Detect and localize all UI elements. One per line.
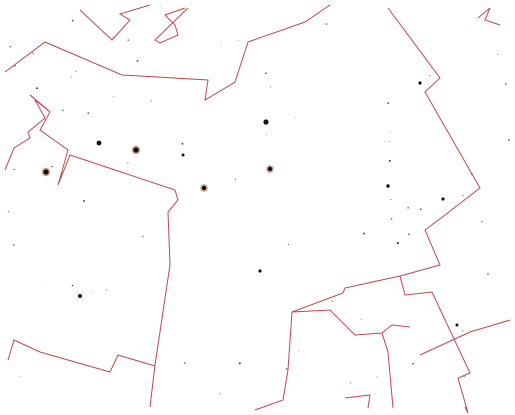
- faint-star: [295, 117, 297, 119]
- faint-star: [388, 159, 391, 162]
- faint-star: [360, 319, 362, 321]
- faint-star: [51, 165, 53, 168]
- faint-star: [429, 74, 431, 77]
- faint-star: [90, 291, 92, 293]
- boundary-line-top-left: [154, 7, 189, 44]
- faint-star: [462, 330, 464, 332]
- bright-star: [441, 197, 445, 201]
- faint-star: [13, 168, 15, 171]
- faint-star: [363, 232, 366, 235]
- boundary-line-left-stair: [4, 94, 49, 171]
- boundary-line-right-arc: [419, 319, 511, 356]
- faint-star: [127, 39, 130, 41]
- faint-star: [112, 96, 114, 98]
- faint-star: [14, 65, 16, 67]
- faint-star: [497, 53, 499, 55]
- faint-star: [350, 382, 351, 384]
- faint-star: [266, 133, 268, 136]
- faint-star: [508, 139, 510, 141]
- faint-star: [7, 211, 9, 213]
- faint-star: [19, 375, 21, 377]
- faint-star: [127, 162, 129, 164]
- faint-star: [325, 23, 328, 26]
- faint-star: [106, 289, 108, 291]
- faint-star: [42, 282, 44, 284]
- bright-star: [181, 153, 185, 157]
- boundary-line-main-upper: [4, 4, 331, 101]
- faint-star: [12, 244, 15, 246]
- bright-star: [267, 166, 273, 172]
- faint-star: [82, 199, 86, 202]
- faint-star: [396, 242, 399, 245]
- faint-star: [505, 83, 507, 85]
- boundary-line-right-edge: [254, 7, 481, 411]
- faint-star: [285, 368, 288, 370]
- faint-star: [9, 46, 12, 48]
- faint-star: [32, 52, 34, 54]
- faint-star: [62, 109, 64, 112]
- faint-star: [390, 199, 392, 200]
- bright-star-group: [41, 81, 459, 327]
- faint-star: [234, 178, 236, 180]
- bright-star: [455, 323, 459, 327]
- faint-star: [112, 36, 114, 38]
- bright-star: [386, 184, 390, 188]
- faint-star: [481, 220, 484, 223]
- faint-star: [487, 273, 489, 275]
- bright-star: [258, 269, 262, 273]
- faint-star: [387, 102, 390, 105]
- constellation-boundaries: [4, 4, 511, 414]
- faint-star: [265, 72, 267, 74]
- faint-star: [160, 5, 162, 7]
- faint-star: [136, 59, 139, 62]
- faint-star: [390, 217, 393, 220]
- bright-star: [201, 185, 207, 191]
- bright-star: [96, 140, 102, 146]
- faint-star: [75, 70, 77, 73]
- boundary-line-center-block: [29, 94, 179, 408]
- faint-star: [220, 44, 222, 45]
- faint-star: [412, 362, 414, 365]
- faint-star: [238, 362, 241, 365]
- faint-star: [287, 243, 289, 245]
- boundary-line-upper-arc: [79, 4, 151, 41]
- faint-star: [71, 19, 74, 22]
- bright-star: [78, 294, 82, 298]
- faint-star: [388, 141, 390, 143]
- bright-star: [418, 81, 422, 85]
- faint-star: [419, 208, 422, 211]
- faint-star: [298, 350, 300, 352]
- faint-star: [219, 393, 221, 395]
- faint-star: [270, 86, 272, 88]
- boundary-line-bottom-left: [7, 339, 371, 409]
- faint-star-field: [7, 5, 510, 395]
- boundary-line-right-lower: [399, 275, 471, 414]
- faint-star: [181, 142, 184, 145]
- faint-star: [142, 235, 144, 237]
- faint-star: [331, 300, 334, 302]
- faint-star: [183, 362, 186, 364]
- faint-star: [71, 76, 73, 78]
- faint-star: [150, 100, 152, 102]
- faint-star: [407, 206, 410, 209]
- boundary-line-right-block: [291, 7, 501, 409]
- faint-star: [376, 376, 378, 378]
- faint-star: [462, 194, 464, 197]
- faint-star: [389, 132, 391, 134]
- faint-star: [87, 112, 90, 114]
- faint-star: [237, 39, 239, 42]
- faint-star: [36, 87, 38, 90]
- faint-star: [71, 284, 74, 287]
- bright-star: [263, 119, 269, 125]
- bright-star: [43, 169, 49, 175]
- faint-star: [408, 233, 410, 235]
- bright-star: [133, 147, 139, 153]
